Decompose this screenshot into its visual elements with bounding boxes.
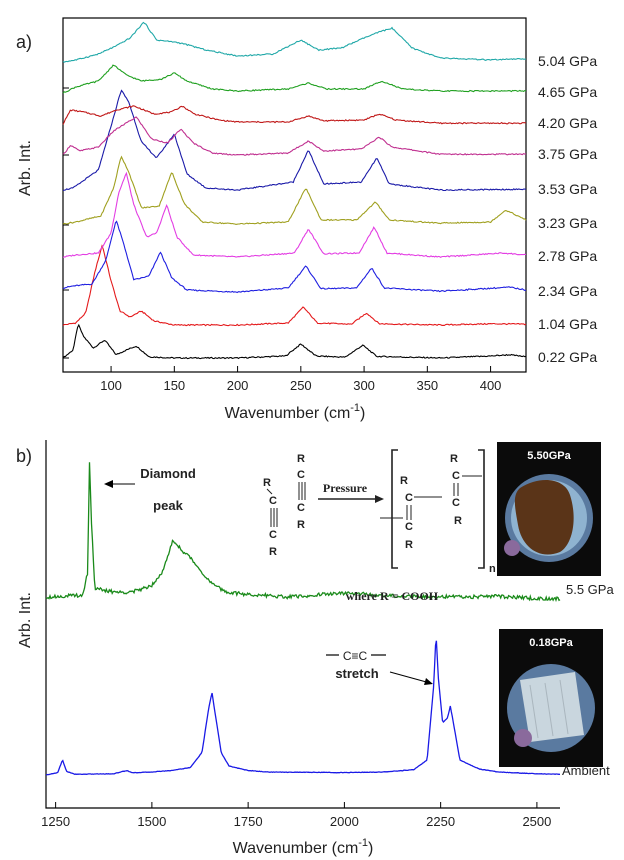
- panel-a-series-label: 0.22 GPa: [538, 349, 597, 365]
- poly-c-2: C: [405, 521, 413, 533]
- panel-a-series-line: [62, 116, 527, 156]
- panel-b-series-label: 5.5 GPa: [566, 582, 614, 597]
- panel-a-series-group: [62, 21, 527, 360]
- polymer-bracket-left: [391, 449, 398, 569]
- panel-b-series-line: [45, 462, 561, 603]
- panel-a-series-labels: 0.22 GPa 1.04 GPa 2.34 GPa 2.78 GPa 3.23 GPa…: [538, 53, 597, 365]
- scheme-c-4: C: [297, 502, 305, 514]
- panel-a-series-label: 4.65 GPa: [538, 84, 597, 100]
- poly-r-2: R: [405, 539, 413, 551]
- photo-label-top: 5.50GPa: [527, 450, 571, 462]
- panel-a-y-label: Arb. Int.: [17, 140, 34, 196]
- poly-c-3: C: [452, 470, 460, 482]
- panel-a-series-line: [62, 155, 527, 225]
- scheme-r-2: R: [269, 546, 277, 558]
- panel-a-x-label-sup: -1: [350, 402, 360, 414]
- panel-a-series-line: [62, 323, 527, 360]
- poly-r-1: R: [400, 475, 408, 487]
- panel-a-series-line: [62, 21, 527, 63]
- panel-b-x-label-sup: -1: [358, 837, 368, 849]
- stretch-arrow: [389, 671, 431, 684]
- photo-crystal-stripe-3: [559, 679, 569, 735]
- panel-b-x-tick-label: 1500: [137, 814, 166, 829]
- diamond-peak-label-1: Diamond: [140, 466, 196, 481]
- panel-a-series-label: 3.53 GPa: [538, 181, 597, 197]
- panel-a-series-line: [62, 64, 527, 94]
- panel-a-series-line: [62, 171, 527, 259]
- photo-sample-ruby-top: [504, 540, 520, 556]
- panel-b-x-tick-label: 1750: [234, 814, 263, 829]
- panel-b-x-label: Wavenumber (cm-1): [233, 837, 374, 857]
- panel-a-x-tick-label: 150: [163, 378, 185, 393]
- panel-a-frame: [62, 17, 527, 373]
- scheme-c-3: C: [297, 469, 305, 481]
- scheme-r-3: R: [297, 453, 305, 465]
- where-r-label: where R = COOH: [346, 589, 439, 603]
- panel-a-series-line: [62, 244, 527, 327]
- panel-a-x-tick-label: 250: [290, 378, 312, 393]
- panel-a-series-label: 3.75 GPa: [538, 146, 597, 162]
- poly-c-1: C: [405, 492, 413, 504]
- scheme-r-1: R: [263, 477, 271, 489]
- panel-b-series-group: [45, 462, 561, 776]
- panel-a-series-label: 3.23 GPa: [538, 215, 597, 231]
- panel-b-x-tick-label: 2500: [522, 814, 551, 829]
- stretch-arrowhead: [424, 678, 433, 685]
- panel-b-ticks: 1250 1500 1750 2000 2250 2500: [41, 802, 551, 829]
- panel-b-x-label-main: Wavenumber (cm: [233, 840, 359, 857]
- photo-inset-5-5gpa: 5.50GPa: [497, 442, 601, 576]
- panel-a-series-line: [62, 105, 527, 125]
- panel-b-y-label: Arb. Int.: [17, 592, 34, 648]
- panel-b-label: b): [16, 446, 32, 466]
- photo-crystal-stripe-1: [529, 684, 539, 739]
- pressure-arrowhead: [375, 495, 384, 503]
- panel-a-x-label-close: ): [360, 405, 365, 422]
- photo-sample-ruby-bottom: [514, 729, 532, 747]
- bond-label: C≡C: [343, 649, 368, 663]
- panel-a-chart: a) 100 150 200 250 300 350 400 0.22 GPa 1.04 GP…: [16, 17, 597, 422]
- panel-b-chart: b) 1250 1500 1750 2000 2250 2500 5.5 GPaAmbie…: [16, 440, 614, 857]
- photo-sample-crystal-top: [514, 479, 574, 555]
- scheme-c-2: C: [269, 529, 277, 541]
- scheme-c-1: C: [269, 495, 277, 507]
- panel-b-series-line: [45, 640, 560, 776]
- diamond-peak-arrowhead: [104, 480, 113, 488]
- panel-a-series-label: 5.04 GPa: [538, 53, 597, 69]
- poly-c-4: C: [452, 497, 460, 509]
- photo-label-bottom: 0.18GPa: [529, 637, 573, 649]
- diamond-peak-label-2: peak: [153, 498, 183, 513]
- stretch-label: stretch: [335, 666, 378, 681]
- scheme-r-4: R: [297, 519, 305, 531]
- panel-a-series-line: [62, 89, 527, 192]
- panel-b-x-tick-label: 2000: [330, 814, 359, 829]
- panel-a-series-label: 2.78 GPa: [538, 248, 597, 264]
- panel-a-x-label: Wavenumber (cm-1): [225, 402, 366, 422]
- panel-a-series-label: 1.04 GPa: [538, 316, 597, 332]
- scheme-bond-1: [266, 488, 273, 495]
- panel-a-series-label: 2.34 GPa: [538, 283, 597, 299]
- photo-inset-0-18gpa: 0.18GPa: [499, 629, 603, 767]
- panel-a-x-tick-label: 100: [100, 378, 122, 393]
- panel-a-series-label: 4.20 GPa: [538, 115, 597, 131]
- panel-b-x-tick-label: 2250: [426, 814, 455, 829]
- pressure-label: Pressure: [323, 481, 368, 495]
- reaction-scheme: R C C R R C C R Pressure n R: [263, 449, 496, 603]
- poly-r-3: R: [450, 453, 458, 465]
- panel-b-x-tick-label: 1250: [41, 814, 70, 829]
- panel-a-x-tick-label: 350: [416, 378, 438, 393]
- panel-a-x-label-main: Wavenumber (cm: [225, 405, 351, 422]
- panel-b-axes: [45, 440, 560, 809]
- polymer-bracket-right: [478, 449, 485, 569]
- panel-b-x-label-close: ): [368, 840, 373, 857]
- panel-a-x-tick-label: 400: [480, 378, 502, 393]
- panel-a-x-tick-label: 200: [227, 378, 249, 393]
- panel-a-x-tick-label: 300: [353, 378, 375, 393]
- polymer-subscript-n: n: [489, 563, 496, 575]
- poly-r-4: R: [454, 515, 462, 527]
- panel-a-label: a): [16, 32, 32, 52]
- photo-crystal-stripe-2: [544, 682, 554, 737]
- panel-a-ticks: 100 150 200 250 300 350 400: [63, 87, 502, 393]
- panel-a-series-line: [62, 220, 527, 294]
